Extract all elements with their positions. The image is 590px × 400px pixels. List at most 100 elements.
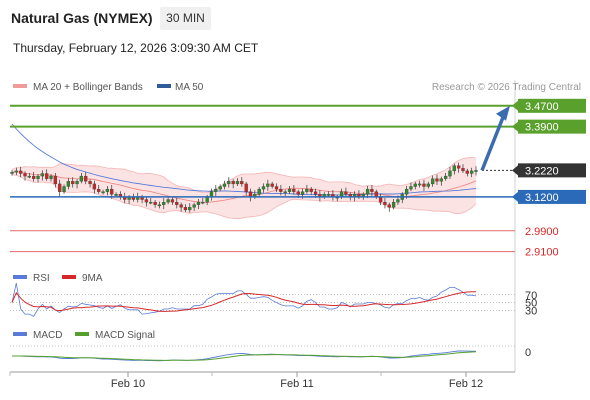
rsi-legend-label: RSI	[33, 273, 50, 284]
candle-body	[383, 201, 387, 205]
candle-body	[422, 183, 426, 187]
candle-body	[240, 181, 244, 185]
candle-body	[166, 199, 170, 203]
candle-body	[110, 188, 114, 195]
candle-body	[14, 170, 18, 173]
candle-body	[40, 173, 45, 177]
candle-body	[448, 170, 452, 177]
candle-body	[231, 181, 235, 185]
candle-body	[248, 191, 253, 198]
candle-body	[261, 186, 266, 190]
candle-body	[235, 181, 240, 185]
price-level-support-label: 2.9900	[525, 226, 559, 238]
rsi-legend: RSI 9MA	[13, 273, 103, 284]
price-panel	[10, 123, 478, 220]
candle-body	[10, 172, 14, 174]
candle-body	[218, 186, 222, 190]
candle-body	[279, 188, 283, 192]
candle-body	[192, 204, 196, 208]
ma20-legend-swatch	[13, 84, 27, 88]
price-legend: MA 20 + Bollinger Bands MA 50 Research ©…	[13, 82, 581, 93]
price-level-pivot-badge	[518, 189, 586, 204]
x-axis-tick-label: Feb 11	[280, 378, 313, 390]
candle-body	[374, 191, 378, 198]
candle-body	[435, 178, 439, 182]
candle-body	[452, 165, 456, 172]
price-level-current_price-badge	[518, 163, 586, 178]
candle-body	[179, 204, 183, 208]
price-level-resistance-label: 3.4700	[525, 101, 559, 113]
candle-body	[114, 194, 118, 196]
candle-body	[88, 181, 92, 185]
forecast-arrow-head	[496, 105, 510, 121]
candle-body	[257, 188, 261, 195]
candle-body	[84, 175, 88, 182]
candle-body	[201, 201, 205, 204]
candle-body	[365, 188, 370, 195]
candle-body	[426, 183, 430, 187]
candle-body	[300, 191, 305, 195]
timeframe-selector[interactable]: 30 MIN	[160, 7, 211, 30]
candle-body	[378, 196, 383, 203]
candle-body	[71, 181, 75, 185]
price-level-current_price-label: 3.2220	[525, 165, 559, 177]
candle-body	[36, 175, 40, 179]
x-axis-tick-label: Feb 12	[449, 378, 483, 390]
candle-body	[404, 188, 409, 195]
candle-body	[461, 168, 465, 172]
rsi-level-label: 30	[525, 305, 537, 317]
rsi-ma-legend-swatch	[62, 275, 76, 279]
candle-body	[175, 201, 179, 205]
candle-body	[465, 170, 469, 174]
candle-body	[266, 183, 270, 187]
macd-legend-label: MACD	[33, 330, 62, 341]
macd-signal-legend-label: MACD Signal	[95, 330, 155, 341]
research-credit: Research © 2026 Trading Central	[432, 82, 581, 93]
candle-body	[344, 191, 348, 195]
candle-body	[27, 175, 31, 178]
macd-panel: 0	[10, 345, 531, 362]
price-level-resistance-label: 3.3900	[525, 122, 559, 134]
macd-signal-legend-swatch	[75, 332, 89, 336]
candle-body	[339, 191, 344, 198]
rsi-level-label: 70	[525, 290, 537, 302]
candle-body	[305, 188, 309, 192]
bollinger-lower-line	[11, 174, 477, 220]
candle-body	[457, 165, 461, 169]
ma50-legend-swatch	[157, 84, 171, 88]
candle-body	[443, 175, 448, 179]
candle-body	[309, 188, 313, 192]
candle-body	[101, 191, 105, 194]
candle-body	[439, 178, 443, 182]
candle-body	[105, 188, 110, 192]
ma50-legend-label: MA 50	[175, 82, 204, 93]
candle-body	[391, 201, 396, 208]
macd-signal-line	[12, 351, 477, 361]
rsi-legend-swatch	[13, 275, 27, 279]
forecast-arrow-shaft	[480, 114, 506, 172]
price-level-badge-pointer	[512, 165, 518, 176]
candle-body	[32, 175, 36, 179]
candle-body	[79, 175, 84, 182]
candle-body	[144, 199, 149, 203]
rsi-level-label: 50	[525, 298, 537, 310]
candle-body	[162, 201, 166, 205]
price-level-badge-pointer	[512, 121, 518, 132]
candle-body	[270, 183, 274, 187]
candle-body	[157, 204, 162, 207]
candle-body	[53, 175, 58, 185]
candle-body	[153, 201, 157, 205]
bollinger-upper-line	[11, 156, 477, 193]
candle-body	[196, 201, 201, 205]
candle-body	[409, 186, 413, 190]
candle-body	[417, 183, 422, 186]
candle-body	[474, 170, 478, 172]
candle-body	[313, 191, 318, 195]
x-axis-tick-label: Feb 10	[111, 378, 145, 390]
candle-body	[430, 178, 435, 185]
ma20-legend-label: MA 20 + Bollinger Bands	[33, 82, 143, 93]
candle-body	[296, 191, 300, 195]
candle-body	[387, 204, 391, 208]
